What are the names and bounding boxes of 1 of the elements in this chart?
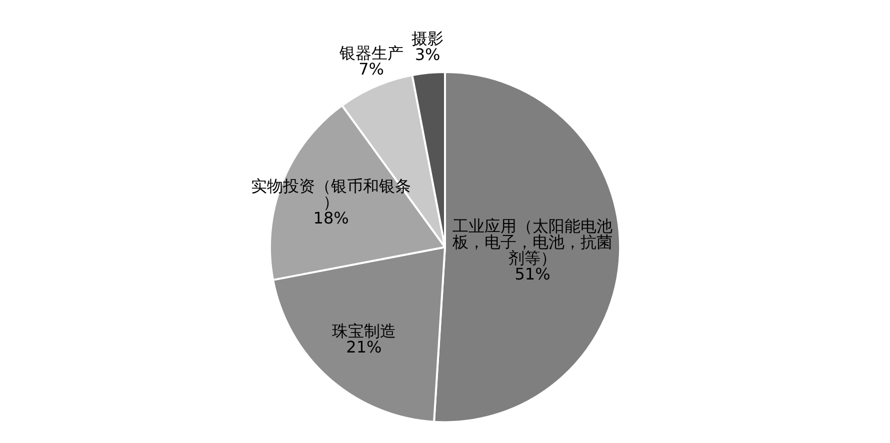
slice-label: 工业应用（太阳能电池板，电子，电池，抗菌剂等） [451, 216, 612, 268]
